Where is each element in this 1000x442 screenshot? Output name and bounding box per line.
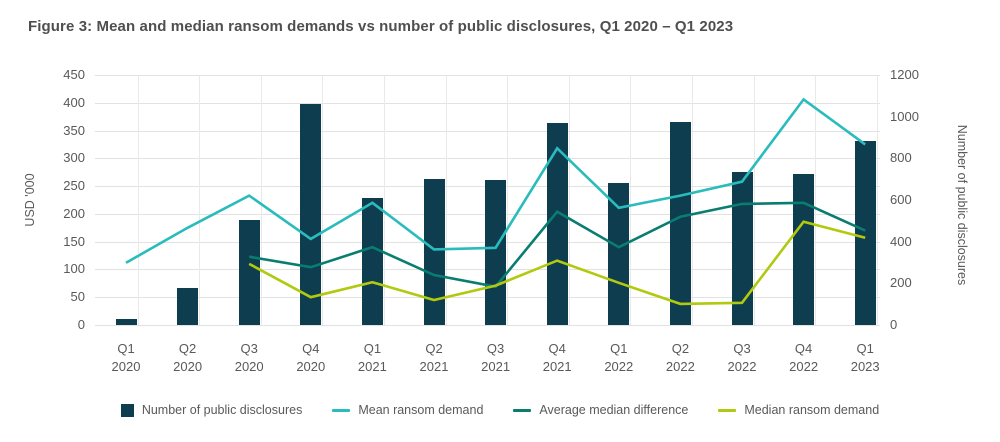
bar-number-of-public-disclosures [115,318,137,325]
left-axis-tick-label: 200 [63,205,85,221]
gridline-vertical [260,75,262,325]
x-axis-category-label: Q4 2022 [789,341,819,374]
bar-number-of-public-disclosures [177,287,199,325]
right-axis-tick-label: 200 [890,275,912,291]
bar-number-of-public-disclosures [423,179,445,325]
x-axis-category-label: Q1 2023 [850,341,880,374]
right-axis-title: Number of public disclosures [955,124,969,286]
x-axis-category-label: Q1 2020 [111,341,141,374]
gridline-vertical [568,75,570,325]
legend: Number of public disclosures Mean ransom … [0,403,1000,417]
gridline-vertical [507,75,509,325]
x-axis-category-label: Q2 2021 [419,341,449,374]
gridline-vertical [383,75,385,325]
line-median-ransom-demand [248,220,866,306]
left-axis-tick-label: 250 [63,178,85,194]
legend-item-average-median-difference: Average median difference [513,403,688,417]
legend-item-mean-ransom-demand: Mean ransom demand [332,403,483,417]
bar-number-of-public-disclosures [300,104,322,325]
legend-label: Mean ransom demand [358,403,484,417]
right-axis-tick-label: 1200 [890,67,919,82]
legend-swatch-line [513,408,532,412]
gridline-horizontal [95,130,880,132]
x-axis-category-label: Q3 2022 [727,341,757,374]
legend-swatch-line [332,408,351,412]
gridline-vertical [876,75,878,325]
gridline-horizontal [95,75,880,76]
left-axis-title: USD '000 [23,173,37,227]
right-axis-tick-label: 1000 [890,108,919,124]
legend-item-number-of-public-disclosures: Number of public disclosures [120,403,303,417]
legend-label: Median ransom demand [744,403,880,417]
gridline-vertical [322,75,324,325]
line-average-median-difference [248,201,866,289]
bar-number-of-public-disclosures [669,121,691,325]
left-axis-tick-label: 0 [77,317,85,332]
x-axis-category-label: Q3 2021 [481,341,511,374]
gridline-vertical [815,75,817,325]
gridline-horizontal [95,102,880,104]
left-axis-tick-label: 450 [63,67,85,82]
x-axis-category-label: Q4 2021 [542,341,572,374]
left-axis-tick-label: 50 [70,289,85,305]
legend-swatch-line [718,408,737,412]
figure-title: Figure 3: Mean and median ransom demands… [28,18,734,35]
gridline-vertical [445,75,447,325]
bar-number-of-public-disclosures [546,122,568,325]
gridline-vertical [753,75,755,325]
bar-number-of-public-disclosures [485,180,507,325]
legend-label: Number of public disclosures [141,403,303,417]
gridline-horizontal [95,325,880,326]
left-axis-tick-label: 350 [63,122,85,138]
bar-number-of-public-disclosures [608,183,630,325]
legend-item-median-ransom-demand: Median ransom demand [718,403,879,417]
right-axis-tick-label: 0 [890,317,898,332]
bar-number-of-public-disclosures [238,219,260,325]
left-axis-tick-label: 150 [63,233,85,249]
gridline-vertical [691,75,693,325]
left-axis-tick-label: 300 [63,150,85,166]
right-axis-tick-label: 600 [890,192,912,207]
x-axis-category-label: Q1 2021 [357,341,387,374]
legend-swatch-bar [120,403,134,417]
x-axis-category-label: Q2 2020 [173,341,203,374]
left-axis-tick-label: 400 [63,94,85,110]
x-axis-category-label: Q1 2022 [604,341,634,374]
bar-number-of-public-disclosures [854,140,876,325]
legend-label: Average median difference [539,403,689,417]
right-axis-tick-label: 400 [890,233,912,249]
line-mean-ransom-demand [125,97,866,264]
bar-number-of-public-disclosures [361,197,383,325]
bar-number-of-public-disclosures [793,173,815,325]
gridline-vertical [199,75,201,325]
x-axis-category-label: Q3 2020 [234,341,264,374]
right-axis-tick-label: 800 [890,150,912,166]
gridline-vertical [137,75,139,325]
x-axis-category-label: Q2 2022 [665,341,695,374]
gridline-horizontal [95,158,880,160]
gridline-vertical [630,75,632,325]
x-axis-category-label: Q4 2020 [296,341,326,374]
left-axis-tick-label: 100 [63,261,85,277]
bar-number-of-public-disclosures [731,171,753,325]
